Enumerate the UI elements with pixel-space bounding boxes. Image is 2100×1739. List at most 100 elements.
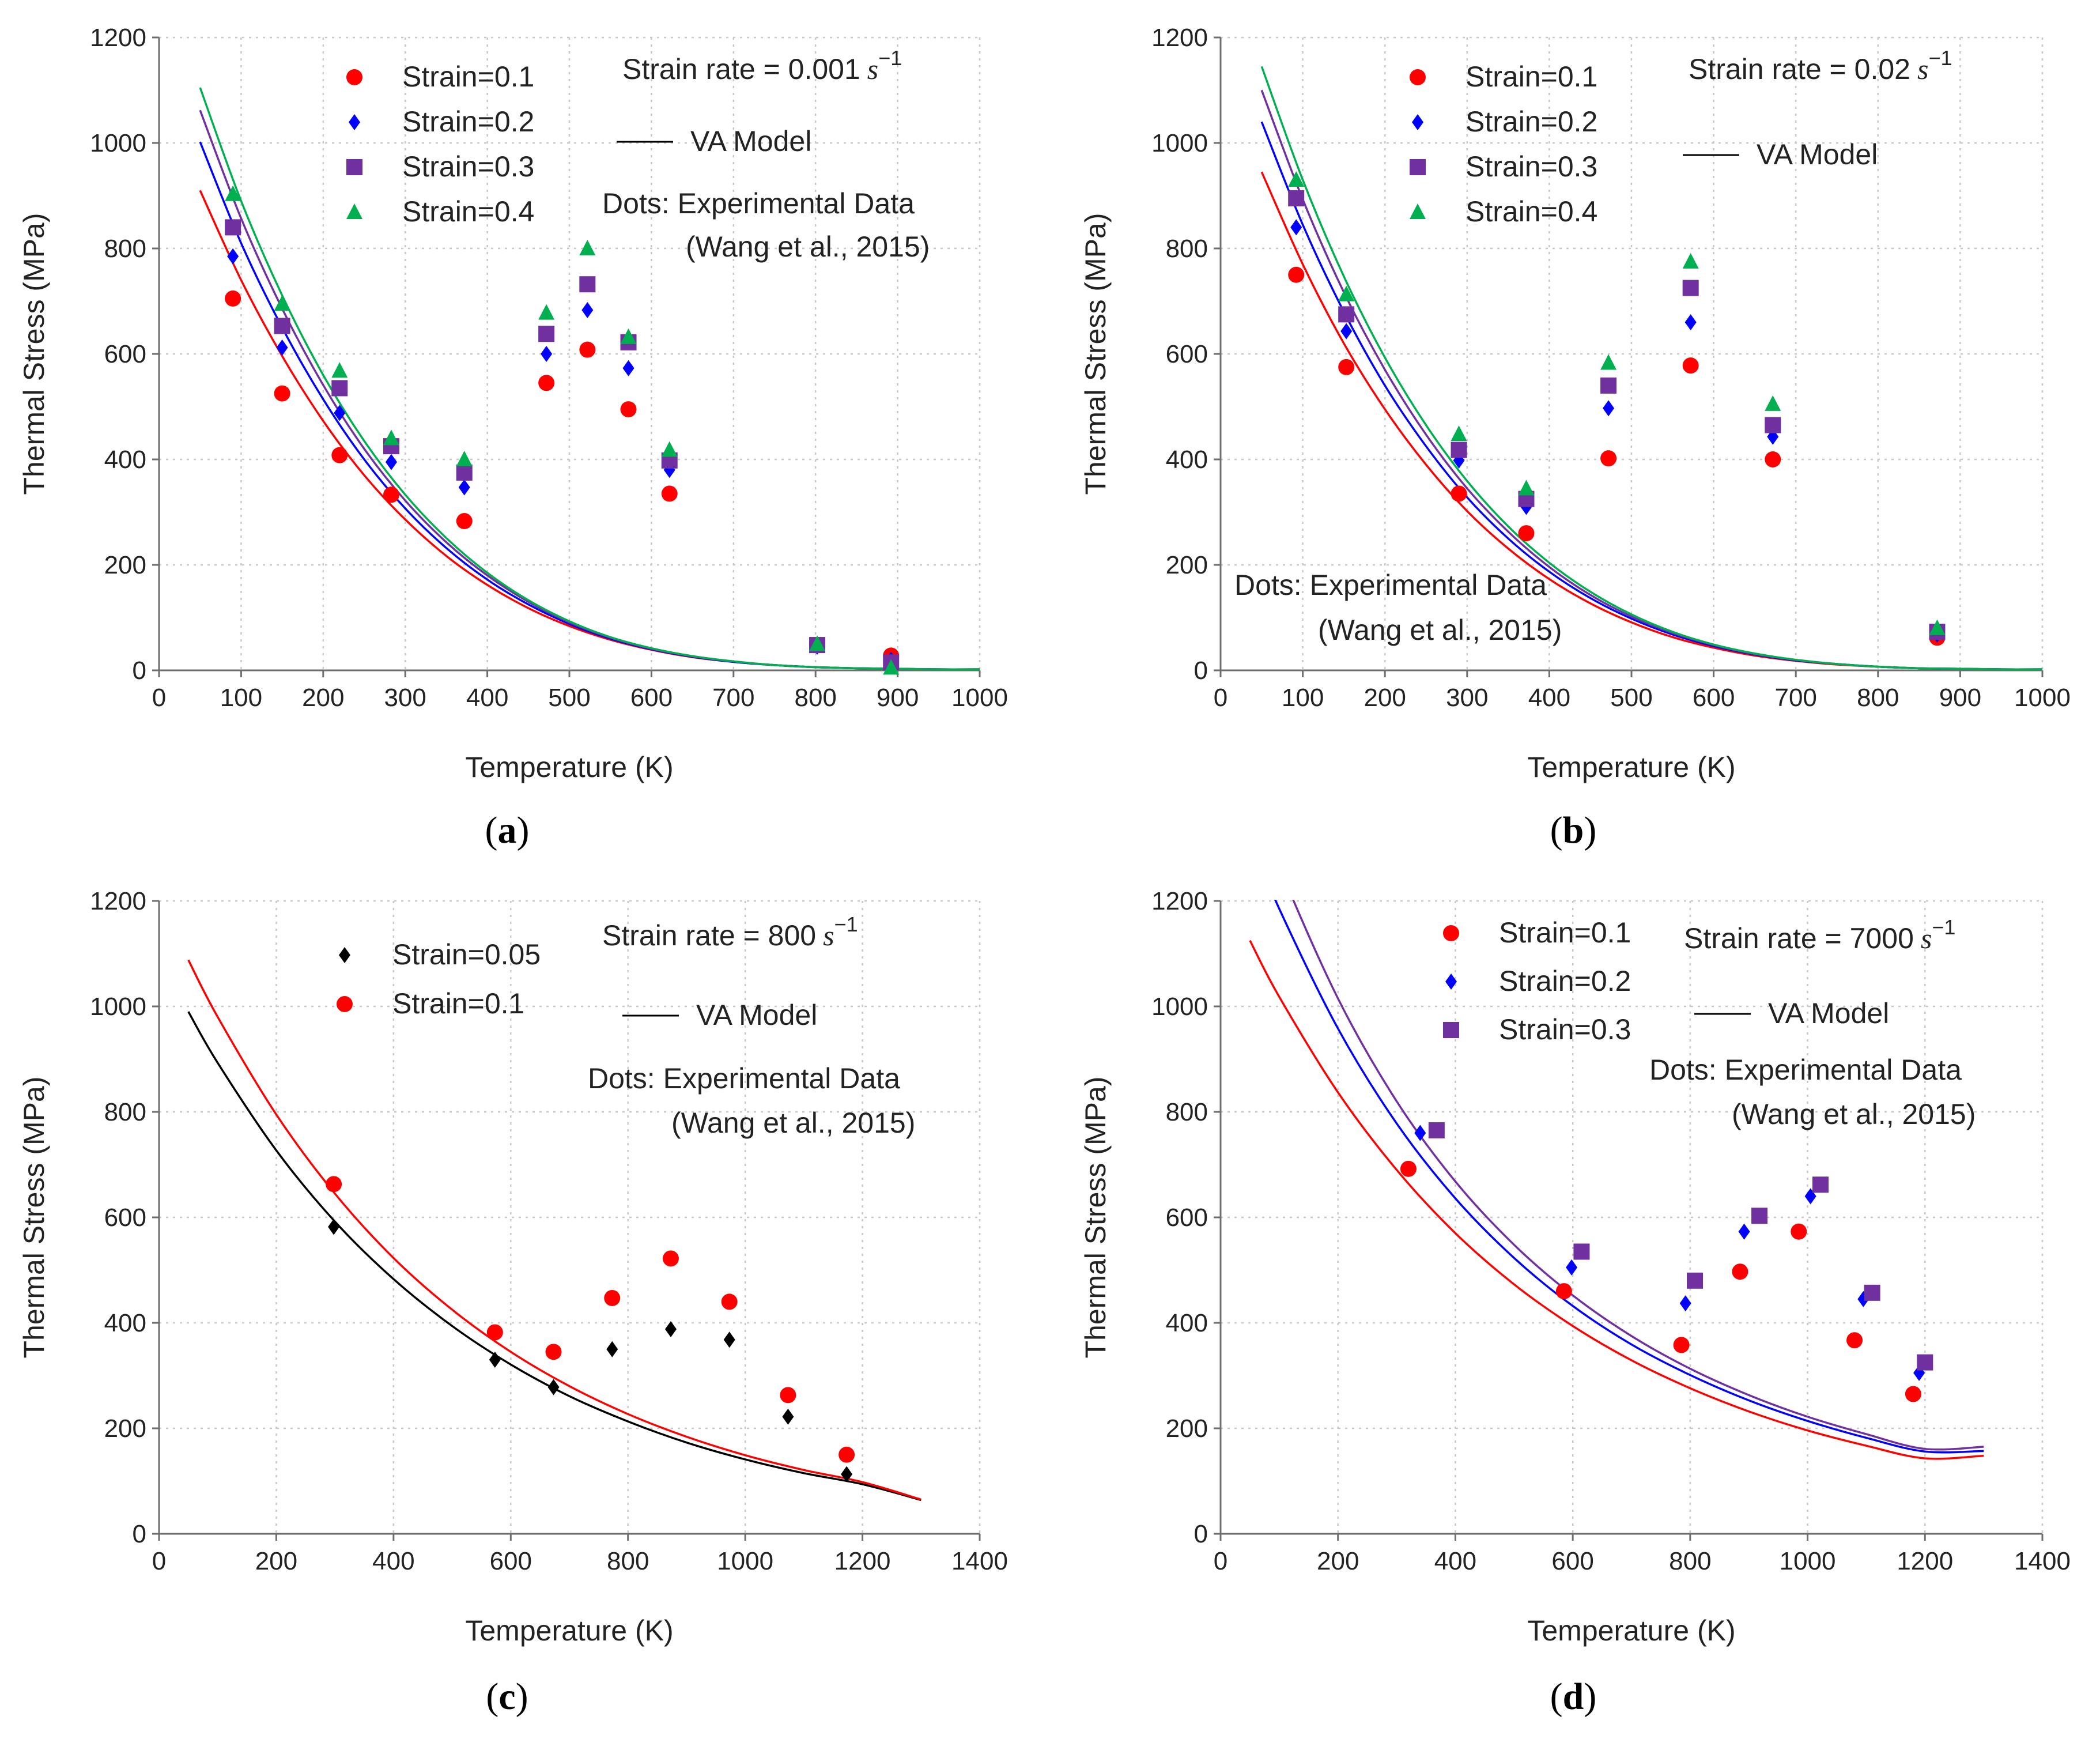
x-tick-label: 700 (1774, 684, 1816, 712)
data-point (383, 486, 399, 503)
data-point (331, 362, 348, 378)
data-point (1682, 280, 1699, 296)
y-tick-label: 0 (133, 1520, 146, 1548)
x-tick-label: 300 (1446, 684, 1488, 712)
data-point (1751, 1208, 1768, 1224)
y-tick-label: 1000 (90, 129, 146, 157)
x-tick-label: 600 (630, 684, 673, 712)
data-point (383, 429, 399, 446)
data-point (620, 328, 637, 344)
panel-caption-letter: d (1563, 1676, 1584, 1718)
data-point (225, 290, 241, 307)
legend-label: Strain=0.2 (402, 105, 534, 138)
citation-note: (Wang et al., 2015) (686, 231, 930, 263)
panel-caption-close: ) (1584, 1676, 1596, 1718)
data-point (276, 339, 288, 356)
legend: Strain=0.05 Strain=0.1 (337, 938, 541, 1020)
y-tick-label: 200 (1166, 551, 1208, 579)
data-point (334, 405, 346, 421)
data-point (1338, 359, 1355, 375)
data-point (1732, 1263, 1748, 1280)
data-point (809, 635, 826, 651)
panel-caption-open: ( (1550, 1676, 1563, 1718)
x-tick-label: 600 (1551, 1547, 1593, 1575)
data-point (1765, 451, 1781, 467)
panel-caption-letter: b (1563, 809, 1584, 851)
y-tick-label: 600 (1166, 1204, 1208, 1232)
legend-marker (339, 947, 350, 963)
data-point (782, 1408, 794, 1425)
x-tick-label: 200 (1364, 684, 1406, 712)
x-tick-label: 1000 (1780, 1547, 1836, 1575)
y-tick-label: 200 (104, 1414, 146, 1443)
strain-rate-text: Strain rate = 0.02 (1689, 53, 1910, 85)
legend: Strain=0.1 Strain=0.2 Strain=0.3 Strain=0.4 (1410, 61, 1597, 228)
x-tick-label: 1000 (951, 684, 1008, 712)
data-point (1566, 1259, 1578, 1276)
data-point (1812, 1176, 1829, 1193)
data-point (883, 659, 900, 675)
model-curve-2 (187, 959, 921, 1501)
legend-label: Strain=0.1 (402, 61, 534, 93)
y-tick-label: 0 (1194, 657, 1208, 685)
y-tick-label: 400 (1166, 1309, 1208, 1337)
x-tick-label: 0 (1214, 684, 1227, 712)
x-tick-label: 200 (1317, 1547, 1359, 1575)
data-point (604, 1289, 621, 1306)
data-point (274, 385, 290, 402)
y-tick-label: 0 (133, 657, 146, 685)
data-point (581, 302, 594, 319)
series-strain-0-1 (326, 1176, 855, 1463)
data-point (661, 485, 678, 502)
legend-label: Strain=0.4 (402, 195, 534, 228)
strain-rate-unit: s (823, 919, 834, 952)
data-point (622, 360, 634, 376)
y-tick-label: 1000 (1151, 129, 1208, 157)
x-tick-label: 400 (466, 684, 508, 712)
y-tick-label: 0 (1194, 1520, 1208, 1548)
model-curves-b (1260, 66, 2042, 670)
data-point (1288, 266, 1305, 283)
data-point (1290, 219, 1302, 236)
x-tick-label: 1200 (834, 1547, 891, 1575)
legend-label: Strain=0.3 (1466, 150, 1597, 183)
strain-rate-exponent: −1 (878, 46, 902, 70)
y-axis-title: Thermal Stress (MPa) (18, 1077, 50, 1359)
x-tick-label: 300 (384, 684, 426, 712)
data-point (1414, 1125, 1426, 1141)
data-point (579, 240, 596, 255)
x-tick-label: 0 (1214, 1547, 1227, 1575)
experimental-data-note: Dots: Experimental Data (1234, 569, 1547, 601)
y-tick-label: 400 (1166, 446, 1208, 474)
y-tick-label: 600 (104, 1204, 146, 1232)
data-point (545, 1344, 562, 1360)
data-point (1400, 1160, 1417, 1177)
data-point (1864, 1284, 1880, 1301)
panel-caption: (c) (486, 1676, 528, 1718)
data-point (456, 513, 473, 530)
y-tick-label: 800 (1166, 1098, 1208, 1126)
x-tick-label: 0 (152, 1547, 166, 1575)
data-point (489, 1352, 501, 1368)
data-point (780, 1387, 796, 1404)
data-point (225, 185, 241, 201)
data-point (331, 447, 348, 463)
data-point (1673, 1337, 1690, 1353)
x-tick-label: 800 (1857, 684, 1899, 712)
data-point (1679, 1295, 1691, 1312)
strain-rate-annotation: Strain rate = 800 s−1 (602, 912, 858, 952)
x-tick-label: 800 (1669, 1547, 1711, 1575)
y-tick-label: 1200 (1151, 887, 1208, 915)
panel-caption-open: ( (485, 809, 498, 851)
strain-rate-exponent: −1 (1928, 46, 1952, 70)
data-point (1846, 1332, 1863, 1349)
data-point (1738, 1223, 1750, 1240)
model-key-label: VA Model (690, 125, 811, 157)
panel-caption-open: ( (486, 1676, 498, 1718)
legend-label: Strain=0.2 (1499, 965, 1631, 997)
data-point (274, 318, 290, 334)
legend-marker (1443, 925, 1459, 941)
x-tick-label: 500 (548, 684, 590, 712)
data-point (661, 441, 678, 457)
data-point (1600, 354, 1617, 370)
